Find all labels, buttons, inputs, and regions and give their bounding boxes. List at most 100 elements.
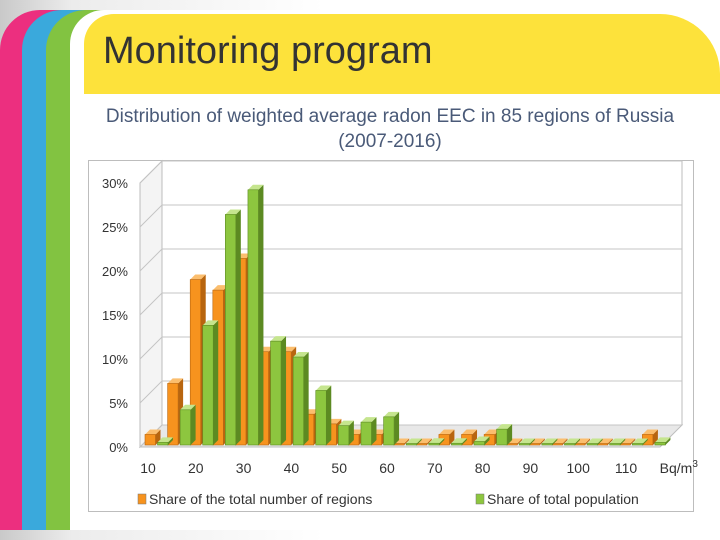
bar-side — [507, 424, 513, 445]
population-bar — [586, 443, 598, 446]
bar-side — [449, 429, 455, 445]
bar-top — [519, 438, 535, 444]
x-tick-label: 40 — [284, 460, 300, 476]
bar-side — [303, 352, 309, 445]
bar-side — [168, 437, 173, 445]
bar-side — [190, 404, 196, 445]
bar-side — [348, 420, 354, 445]
bar-top — [360, 417, 377, 423]
bar-top — [247, 184, 264, 190]
bar-top — [474, 436, 490, 442]
bar-top — [438, 429, 455, 435]
regions-bar — [167, 383, 179, 446]
gridline — [139, 160, 682, 184]
bar-top — [451, 438, 467, 444]
x-tick-label: 70 — [427, 460, 443, 476]
bar-top — [496, 424, 513, 430]
bar-top — [406, 438, 422, 444]
bar-top — [564, 438, 580, 444]
bar-side — [394, 411, 400, 445]
regions-bar — [144, 434, 156, 446]
bar-side — [630, 438, 636, 445]
bar-top — [632, 438, 648, 444]
population-bar — [383, 416, 395, 446]
y-tick-label: 10% — [102, 352, 128, 367]
bar-side — [416, 438, 422, 445]
population-bar — [451, 442, 463, 446]
bar-top — [315, 385, 332, 391]
x-tick-label: 60 — [379, 460, 395, 476]
bar-top — [383, 411, 400, 417]
bar-side — [574, 438, 580, 445]
population-bar — [247, 189, 259, 446]
bar-top — [145, 429, 161, 435]
x-tick-label: 100 — [567, 460, 591, 476]
gridline — [139, 292, 682, 316]
population-bar — [518, 443, 531, 446]
gridline — [139, 204, 682, 228]
legend-swatch-population — [475, 493, 485, 505]
population-bar — [473, 441, 485, 446]
y-tick-label: 20% — [102, 264, 128, 279]
bar-side — [620, 438, 626, 445]
gridline — [139, 248, 682, 272]
population-bar — [270, 340, 282, 446]
population-bar — [315, 390, 327, 446]
bar-side — [213, 320, 219, 445]
bar-top — [541, 438, 558, 444]
population-bar — [564, 443, 576, 446]
bar-top — [461, 429, 478, 435]
population-bar — [496, 428, 508, 446]
page-title: Monitoring program — [103, 30, 433, 72]
legend-label: Share of the total number of regions — [149, 491, 372, 507]
bar-side — [371, 417, 377, 445]
x-tick-label: 10 — [140, 460, 156, 476]
bar-side — [426, 438, 432, 445]
x-tick-label: 110 — [615, 460, 638, 476]
bar-top — [654, 437, 671, 443]
x-tick-label: 20 — [188, 460, 204, 476]
x-tick-label: 90 — [523, 460, 539, 476]
gridline — [139, 336, 682, 360]
population-bar — [179, 409, 191, 446]
population-bar — [541, 443, 553, 446]
bar-side — [235, 209, 241, 445]
bar-side — [539, 438, 545, 445]
bar-top — [212, 285, 229, 291]
bar-top — [293, 352, 309, 357]
bar-side — [484, 436, 490, 445]
bar-top — [157, 437, 173, 443]
population-bar — [360, 421, 372, 446]
bar-top — [225, 209, 241, 215]
bar-side — [404, 438, 410, 445]
bar-top — [484, 429, 500, 435]
bar-side — [439, 438, 445, 445]
bar-side — [665, 437, 671, 445]
bar-top — [190, 274, 206, 280]
population-bar — [631, 443, 644, 446]
bar-top — [428, 438, 445, 444]
bar-top — [180, 404, 196, 410]
legend-swatch-regions — [137, 493, 147, 505]
bar-side — [517, 438, 523, 445]
bar-top — [609, 438, 626, 444]
bar-side — [597, 438, 603, 445]
bar-side — [529, 438, 535, 445]
y-tick-label: 5% — [109, 396, 128, 411]
x-tick-label: Bq/m3 — [660, 459, 699, 476]
x-tick-label: 50 — [331, 460, 347, 476]
bar-side — [281, 336, 287, 445]
bar-top — [167, 378, 184, 384]
bar-side — [326, 385, 332, 445]
x-tick-label: 30 — [236, 460, 252, 476]
population-bar — [654, 442, 666, 446]
gridline — [139, 380, 682, 404]
y-tick-label: 15% — [102, 308, 128, 323]
bar-side — [607, 438, 613, 445]
population-bar — [225, 214, 237, 446]
bar-side — [552, 438, 558, 445]
legend-label: Share of total population — [487, 491, 639, 507]
population-bar — [338, 425, 350, 446]
bar-top — [338, 420, 354, 426]
